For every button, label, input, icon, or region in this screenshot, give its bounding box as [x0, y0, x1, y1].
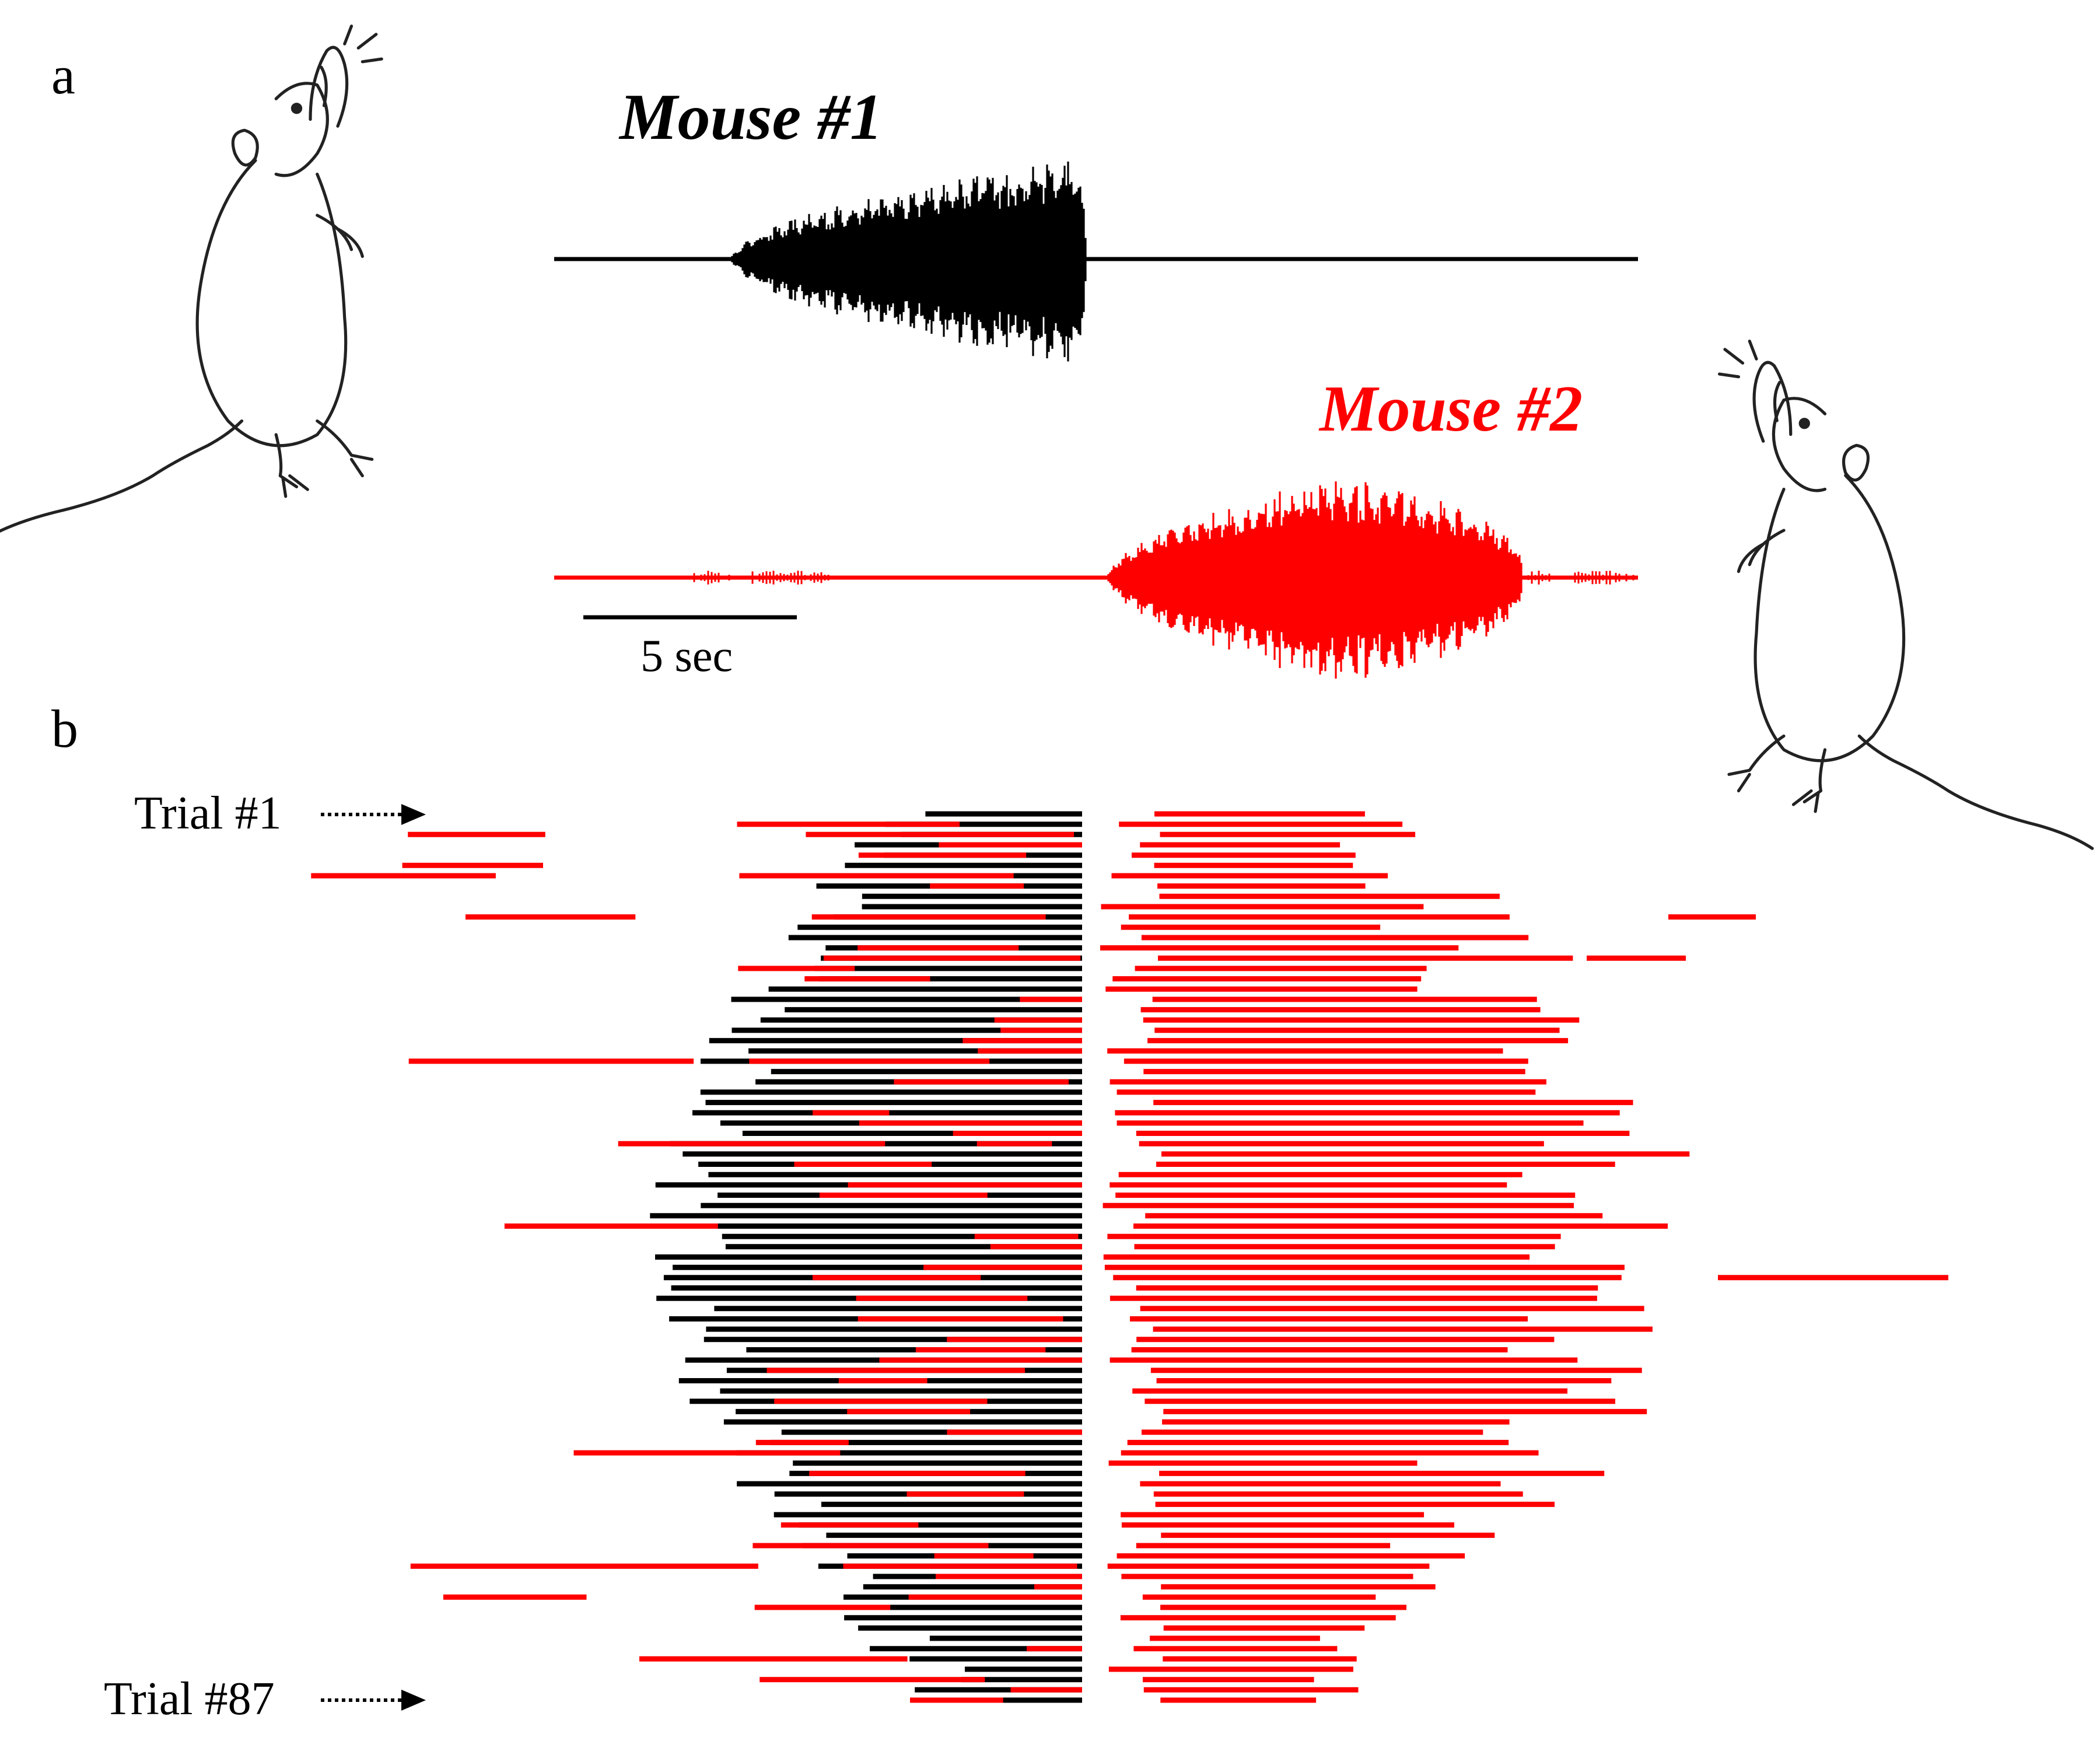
- scale-bar-label: 5 sec: [640, 630, 733, 681]
- mouse2-waveform: [554, 481, 1638, 679]
- mouse1-waveform: [554, 161, 1638, 362]
- mouse1-label: Mouse #1: [618, 81, 883, 153]
- mouse2-label: Mouse #2: [1318, 373, 1583, 445]
- first-trial-label: Trial #1: [134, 788, 282, 839]
- last-trial-label: Trial #87: [104, 1673, 275, 1725]
- first-trial-arrow: [321, 804, 426, 825]
- last-trial-arrow: [321, 1690, 426, 1711]
- panel-b-letter: b: [51, 699, 78, 758]
- mouse-vocalizing-icon: [1717, 340, 2094, 850]
- mouse-vocalizing-icon: [0, 25, 383, 533]
- trial-raster: [311, 811, 1948, 1703]
- panel-a-letter: a: [51, 46, 75, 105]
